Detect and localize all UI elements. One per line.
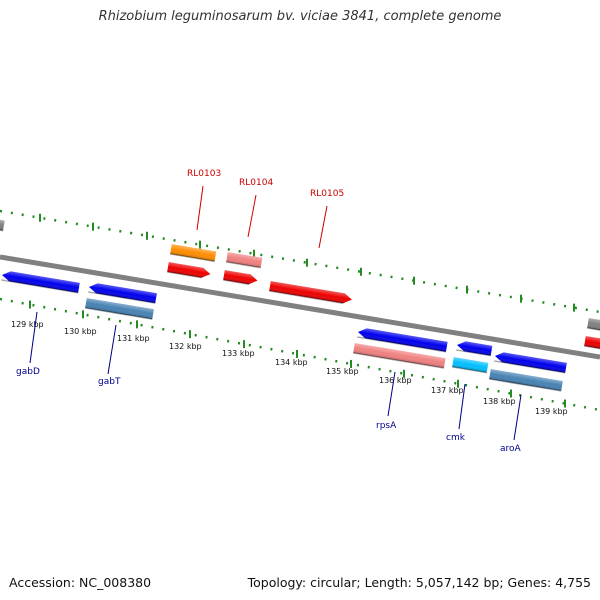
reverse-gene-label[interactable]: aroA <box>500 444 522 454</box>
gene-feature[interactable] <box>353 343 446 369</box>
genome-backbone <box>0 254 600 360</box>
reverse-label-leader <box>458 383 466 430</box>
gene-feature[interactable] <box>456 340 493 357</box>
gene-feature[interactable] <box>357 327 448 353</box>
gene-feature[interactable] <box>452 357 489 374</box>
reverse-gene-label[interactable]: rpsA <box>376 421 397 431</box>
scale-tick-label: 139 kbp <box>535 407 568 416</box>
scale-tick-label: 135 kbp <box>326 367 359 376</box>
gene-feature[interactable] <box>269 281 353 305</box>
gene-feature[interactable] <box>0 219 5 232</box>
forward-gene-label[interactable]: RL0105 <box>310 189 344 199</box>
outer-tick-ring <box>0 209 600 314</box>
scale-tick-labels: 129 kbp 130 kbp 131 kbp 132 kbp 133 kbp 134 k… <box>11 320 568 416</box>
genome-stats-text: Topology: circular; Length: 5,057,142 bp… <box>247 575 591 590</box>
gene-feature[interactable] <box>1 270 80 294</box>
reverse-gene-label[interactable]: gabT <box>98 377 121 387</box>
map-title: Rhizobium leguminosarum bv. viciae 3841,… <box>98 9 502 24</box>
reverse-label-leader <box>107 324 117 375</box>
gene-feature[interactable] <box>223 270 258 285</box>
gene-feature[interactable] <box>170 244 217 263</box>
gene-features <box>0 219 600 392</box>
scale-tick-label: 138 kbp <box>483 397 516 406</box>
gene-feature[interactable] <box>587 318 600 332</box>
accession-text: Accession: NC_008380 <box>9 575 152 590</box>
forward-gene-label[interactable]: RL0103 <box>187 169 221 179</box>
gene-feature[interactable] <box>85 298 154 320</box>
scale-tick-label: 137 kbp <box>431 386 464 395</box>
forward-label-leader <box>247 194 257 238</box>
reverse-label-leader <box>29 311 38 364</box>
gene-label-leaders <box>29 185 522 441</box>
scale-tick-label: 133 kbp <box>222 349 255 358</box>
forward-gene-label[interactable]: RL0104 <box>239 178 273 188</box>
dotted-tick-rings <box>0 209 600 412</box>
forward-label-leader <box>196 185 204 231</box>
scale-tick-label: 131 kbp <box>117 334 150 343</box>
reverse-gene-label[interactable]: cmk <box>446 433 466 443</box>
reverse-gene-label[interactable]: gabD <box>16 367 40 377</box>
gene-feature[interactable] <box>88 282 157 304</box>
gene-feature[interactable] <box>226 252 263 269</box>
scale-tick-label: 132 kbp <box>169 342 202 351</box>
gene-feature[interactable] <box>584 336 600 350</box>
forward-label-leader <box>318 205 328 249</box>
reverse-label-leader <box>387 371 396 417</box>
reverse-label-leader <box>513 394 522 441</box>
major-ticks <box>29 213 575 408</box>
gene-feature[interactable] <box>494 351 567 374</box>
gene-feature[interactable] <box>167 262 211 279</box>
scale-tick-label: 136 kbp <box>379 376 412 385</box>
scale-tick-label: 129 kbp <box>11 320 44 329</box>
gene-feature[interactable] <box>489 369 563 392</box>
scale-tick-label: 130 kbp <box>64 327 97 336</box>
scale-tick-label: 134 kbp <box>275 358 308 367</box>
gene-labels: RL0103 RL0104 RL0105 gabD gabT rpsA cmk aroA <box>16 169 522 454</box>
